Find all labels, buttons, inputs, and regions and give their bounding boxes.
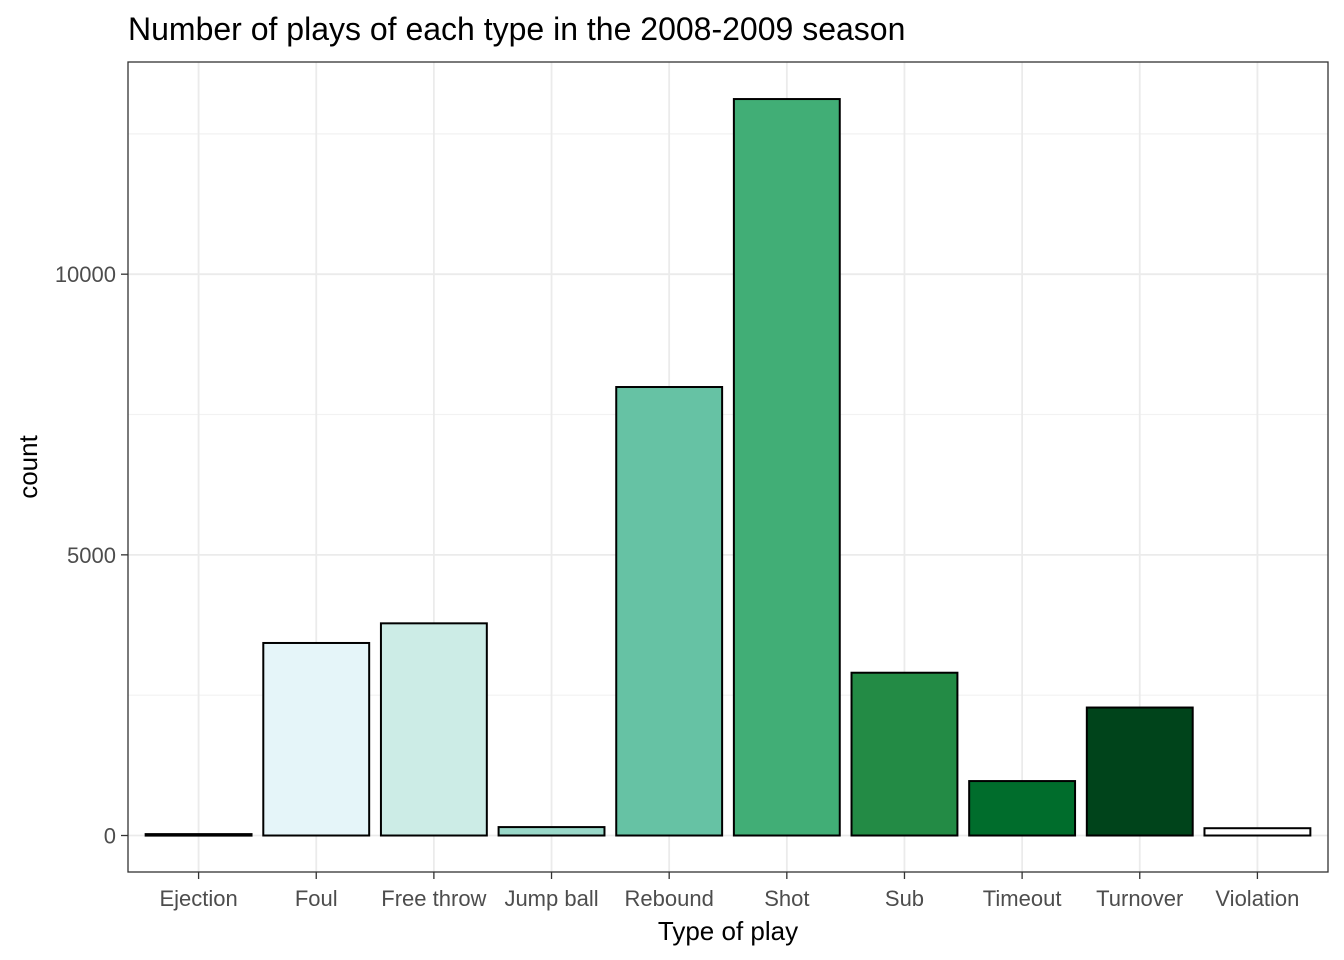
chart-title: Number of plays of each type in the 2008… [128,11,905,47]
x-tick-label: Sub [885,886,924,911]
x-tick-label: Turnover [1096,886,1183,911]
bar-timeout [968,780,1077,837]
bar-foul [262,641,371,837]
bar-turnover [1085,706,1194,837]
x-tick-label: Violation [1215,886,1299,911]
y-axis: 0 5000 10000 [55,262,128,849]
x-tick-label: Free throw [381,886,486,911]
y-axis-title: count [13,434,43,498]
x-axis: Ejection Foul Free throw Jump ball Rebound Sh… [159,872,1299,911]
bar-shot [732,98,841,837]
bar-violation [1203,827,1312,837]
y-tick-label: 0 [104,824,116,849]
x-tick-label: Timeout [983,886,1062,911]
x-tick-label: Shot [764,886,809,911]
bars [144,98,1312,837]
x-tick-label: Foul [295,886,338,911]
bar-ejection [144,833,253,837]
y-tick-label: 5000 [67,543,116,568]
x-tick-label: Jump ball [504,886,598,911]
bar-jump-ball [497,826,606,837]
bar-rebound [615,386,724,837]
x-tick-label: Rebound [625,886,714,911]
x-tick-label: Ejection [159,886,237,911]
y-tick-label: 10000 [55,262,116,287]
x-axis-title: Type of play [658,916,798,946]
bar-sub [850,671,959,837]
bar-free-throw [379,622,488,837]
plot-panel-border [127,61,1329,873]
